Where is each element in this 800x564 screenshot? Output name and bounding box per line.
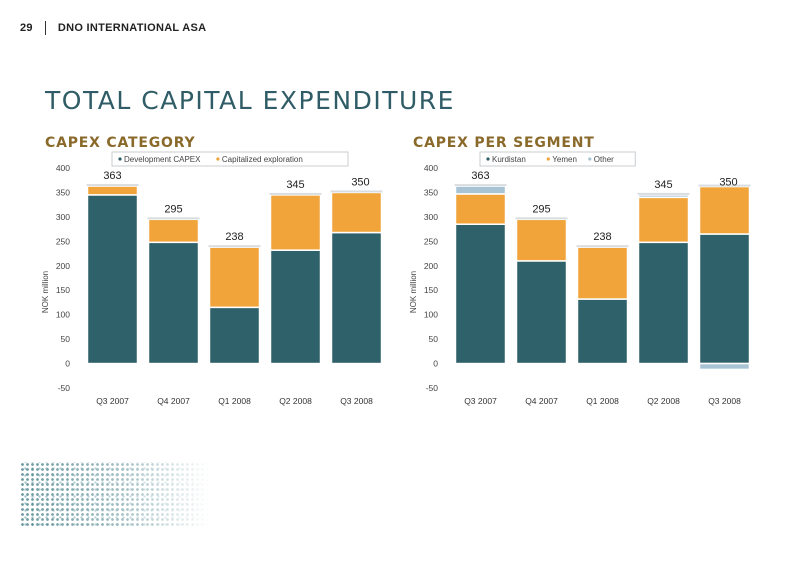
company-name: DNO INTERNATIONAL ASA	[57, 22, 207, 34]
x-tick-label: Q3 2008	[340, 396, 373, 406]
bar-segment	[515, 218, 568, 262]
legend-swatch	[118, 157, 122, 161]
y-tick-label: 50	[61, 334, 71, 344]
bar-total-label: 350	[719, 176, 737, 188]
bar-segment	[637, 241, 690, 365]
bar-total-label: 363	[471, 170, 489, 182]
bar-total-label: 350	[351, 176, 369, 188]
bar-cap	[147, 217, 200, 220]
capex-category-chart: NOK million -50 0 50 100 150 200 250 300 350 400 36…	[41, 151, 383, 406]
legend-swatch	[486, 157, 490, 161]
x-tick-label: Q2 2008	[647, 396, 680, 406]
y-tick-label: 0	[433, 359, 438, 369]
bar-segment	[454, 185, 507, 195]
y-tick-label: 200	[56, 261, 70, 271]
bar-cap	[86, 184, 139, 187]
header-divider	[44, 21, 46, 35]
bar-segment	[515, 260, 568, 365]
bar-segment	[330, 191, 383, 234]
capex-per-segment-chart: NOK million -50 0 50 100 150 200 250 300 350 400 36…	[409, 151, 751, 406]
bar-cap	[576, 245, 629, 248]
y-tick-label: 400	[424, 163, 438, 173]
bar-segment	[637, 196, 690, 244]
y-tick-label: 350	[56, 187, 70, 197]
y-tick-label: -50	[58, 383, 71, 393]
bar-segment	[698, 362, 751, 371]
x-tick-label: Q1 2008	[218, 396, 251, 406]
legend-entry: Development CAPEX	[124, 155, 201, 164]
bar-total-label: 295	[164, 203, 182, 215]
bar-segment	[454, 223, 507, 365]
bar-segment	[454, 193, 507, 225]
y-tick-label: 250	[56, 236, 70, 246]
bar-cap	[454, 184, 507, 187]
decorative-dot-pattern	[20, 462, 210, 526]
y-tick-label: 350	[424, 187, 438, 197]
legend-entry: Kurdistan	[492, 155, 526, 164]
page-title: TOTAL CAPITAL EXPENDITURE	[45, 86, 455, 115]
bar-segment	[269, 249, 322, 365]
y-tick-label: 0	[65, 359, 70, 369]
y-tick-label: 300	[424, 212, 438, 222]
y-axis-label: NOK million	[409, 271, 418, 313]
bar-segment	[698, 185, 751, 235]
bar-segment	[208, 246, 261, 309]
bar-cap	[208, 245, 261, 248]
legend-swatch	[546, 157, 550, 161]
legend-swatch	[588, 157, 592, 161]
bar-segment	[208, 306, 261, 365]
page-number: 29	[20, 22, 33, 34]
bar-segment	[86, 185, 139, 196]
legend-entry: Other	[594, 155, 614, 164]
bar-total-label: 363	[103, 170, 121, 182]
bar-segment	[86, 194, 139, 365]
bar-cap	[515, 217, 568, 220]
y-tick-label: 150	[424, 285, 438, 295]
y-tick-label: 250	[424, 236, 438, 246]
legend-swatch	[216, 157, 220, 161]
bar-cap	[330, 190, 383, 193]
bar-segment	[330, 231, 383, 365]
bar-total-label: 295	[532, 203, 550, 215]
x-tick-label: Q4 2007	[157, 396, 190, 406]
x-tick-label: Q4 2007	[525, 396, 558, 406]
bar-segment	[147, 241, 200, 365]
y-tick-label: 100	[424, 310, 438, 320]
bar-segment	[269, 194, 322, 251]
chart-legend: Development CAPEX Capitalized exploration	[111, 151, 349, 167]
bar-cap	[637, 192, 690, 195]
chart-title-capex-category: CAPEX CATEGORY	[45, 135, 196, 151]
chart-title-capex-per-segment: CAPEX PER SEGMENT	[413, 135, 595, 151]
bar-total-label: 238	[593, 231, 611, 243]
x-tick-label: Q3 2007	[96, 396, 129, 406]
x-tick-label: Q3 2007	[464, 396, 497, 406]
y-tick-label: 300	[56, 212, 70, 222]
y-tick-label: -50	[426, 383, 439, 393]
y-tick-label: 200	[424, 261, 438, 271]
bar-segment	[576, 246, 629, 300]
bar-segment	[147, 218, 200, 244]
y-tick-label: 400	[56, 163, 70, 173]
y-tick-label: 150	[56, 285, 70, 295]
legend-entry: Yemen	[552, 155, 577, 164]
x-tick-label: Q2 2008	[279, 396, 312, 406]
bar-total-label: 345	[654, 179, 672, 191]
page-header: 29 DNO INTERNATIONAL ASA	[20, 18, 206, 38]
chart-legend: Kurdistan Yemen Other	[479, 151, 636, 167]
bar-cap	[269, 192, 322, 195]
y-tick-label: 100	[56, 310, 70, 320]
legend-entry: Capitalized exploration	[222, 155, 303, 164]
bar-segment	[698, 233, 751, 365]
bar-total-label: 238	[225, 231, 243, 243]
bar-cap	[698, 184, 751, 187]
x-tick-label: Q3 2008	[708, 396, 741, 406]
y-axis-label: NOK million	[41, 271, 50, 313]
bar-segment	[576, 298, 629, 365]
bar-total-label: 345	[286, 179, 304, 191]
y-tick-label: 50	[429, 334, 439, 344]
bar-segment	[637, 194, 690, 199]
x-tick-label: Q1 2008	[586, 396, 619, 406]
